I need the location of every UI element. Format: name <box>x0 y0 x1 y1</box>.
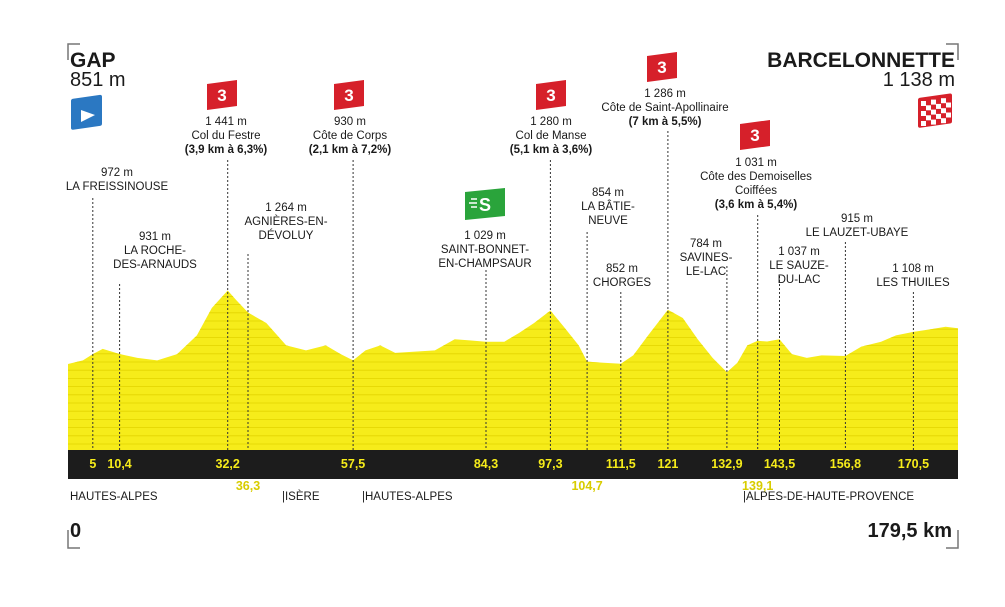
checker-square <box>936 113 941 119</box>
km-labels: 5 10,4 32,2 36,3 57,5 84,3 97,3 104,7 111,5 121 13… <box>89 457 929 493</box>
point-altitude: 930 m <box>334 116 366 128</box>
point-altitude: 852 m <box>606 263 638 275</box>
start-km: 0 <box>70 520 81 542</box>
km-label: 104,7 <box>571 479 602 493</box>
point-altitude: 931 m <box>139 231 171 243</box>
km-label: 156,8 <box>830 457 861 471</box>
point-name: CHORGES <box>593 277 651 289</box>
checker-square <box>931 99 936 105</box>
climb-category-label: 3 <box>344 86 353 105</box>
km-label: 139,1 <box>742 479 773 493</box>
point-altitude: 854 m <box>592 187 624 199</box>
km-label: 111,5 <box>606 457 636 471</box>
start-flag-icon <box>71 94 102 130</box>
point-name: Côte des Demoiselles Coiffées <box>700 171 812 197</box>
climb-category-icon: 3 <box>740 120 770 150</box>
checker-square <box>921 121 926 126</box>
point-altitude: 1 031 m <box>735 157 777 169</box>
sprint-icon: S <box>465 188 505 220</box>
region-label: |HAUTES-ALPES <box>362 491 453 503</box>
point-labels: 972 m LA FREISSINOUSE 931 m LA ROCHE-DES… <box>66 88 950 289</box>
climb-category-label: 3 <box>657 58 666 77</box>
point-detail: (3,6 km à 5,4%) <box>715 199 798 211</box>
checker-square <box>931 119 936 125</box>
point-name: LA BÂTIE-NEUVE <box>581 200 635 227</box>
point-name: LE SAUZE-DU-LAC <box>769 260 829 286</box>
start-name: GAP <box>70 49 116 72</box>
point-altitude: 784 m <box>690 238 722 250</box>
km-label: 5 <box>89 457 96 471</box>
region-label: HAUTES-ALPES <box>70 491 158 503</box>
km-band <box>68 450 958 479</box>
climb-category-label: 3 <box>546 86 555 105</box>
km-label: 97,3 <box>538 457 562 471</box>
km-label: 10,4 <box>107 457 131 471</box>
point-name: LA ROCHE-DES-ARNAUDS <box>113 245 197 271</box>
km-label: 170,5 <box>898 457 929 471</box>
point-altitude: 1 286 m <box>644 88 686 100</box>
km-label: 132,9 <box>711 457 742 471</box>
sprint-label: S <box>479 195 491 215</box>
point-name: LA FREISSINOUSE <box>66 181 169 193</box>
finish-flag-icon <box>918 93 952 128</box>
point-detail: (3,9 km à 6,3%) <box>185 144 268 156</box>
point-altitude: 1 280 m <box>530 116 572 128</box>
finish-altitude: 1 138 m <box>883 69 955 91</box>
point-name: LE LAUZET-UBAYE <box>806 227 909 239</box>
climb-badges: 3 3 3 3 3 S <box>207 52 770 220</box>
climb-category-label: 3 <box>750 126 759 145</box>
checker-square <box>926 105 931 111</box>
point-name: Col de Manse <box>516 130 587 142</box>
checker-square <box>921 111 926 116</box>
km-label: 84,3 <box>474 457 498 471</box>
point-altitude: 915 m <box>841 213 873 225</box>
checker-square <box>946 112 951 118</box>
point-detail: (7 km à 5,5%) <box>629 116 702 128</box>
climb-category-icon: 3 <box>334 80 364 110</box>
point-altitude: 1 108 m <box>892 263 934 275</box>
checker-square <box>946 102 951 108</box>
finish-name: BARCELONNETTE <box>767 49 955 72</box>
km-label: 143,5 <box>764 457 795 471</box>
region-label: |ALPES-DE-HAUTE-PROVENCE <box>743 491 914 503</box>
point-altitude: 1 029 m <box>464 230 506 242</box>
km-label: 57,5 <box>341 457 365 471</box>
checker-square <box>936 103 941 109</box>
start-altitude: 851 m <box>70 69 126 91</box>
point-altitude: 1 037 m <box>778 246 820 258</box>
climb-category-label: 3 <box>217 86 226 105</box>
checker-square <box>941 98 946 104</box>
checker-square <box>931 109 936 115</box>
point-altitude: 972 m <box>101 167 133 179</box>
profile-layer <box>68 290 958 450</box>
point-name: SAINT-BONNET-EN-CHAMPSAUR <box>438 244 531 270</box>
point-altitude: 1 441 m <box>205 116 247 128</box>
frame-corners <box>67 43 959 549</box>
point-name: Côte de Corps <box>313 130 387 142</box>
checker-square <box>921 101 926 106</box>
point-name: LES THUILES <box>876 277 950 289</box>
point-altitude: 1 264 m <box>265 202 307 214</box>
point-name: SAVINES-LE-LAC <box>680 252 733 278</box>
climb-category-icon: 3 <box>207 80 237 110</box>
checker-square <box>926 115 931 121</box>
checker-square <box>941 108 946 114</box>
km-label: 121 <box>657 457 678 471</box>
point-name: Côte de Saint-Apollinaire <box>601 102 728 114</box>
region-label: |ISÈRE <box>282 490 320 503</box>
point-detail: (5,1 km à 3,6%) <box>510 144 593 156</box>
climb-category-icon: 3 <box>536 80 566 110</box>
point-pin-lines <box>92 131 914 450</box>
total-distance: 179,5 km <box>867 520 952 542</box>
km-label: 36,3 <box>236 479 260 493</box>
checker-square <box>941 118 946 124</box>
point-detail: (2,1 km à 7,2%) <box>309 144 392 156</box>
point-name: AGNIÈRES-EN-DÉVOLUY <box>244 215 327 242</box>
point-name: Col du Festre <box>191 130 260 142</box>
climb-category-icon: 3 <box>647 52 677 82</box>
km-label: 32,2 <box>216 457 240 471</box>
